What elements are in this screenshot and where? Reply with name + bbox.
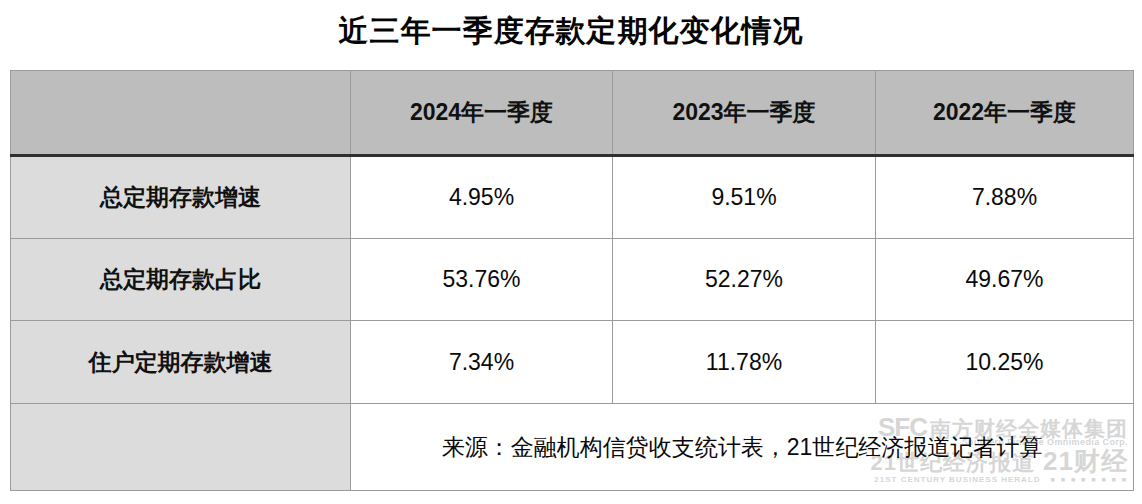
cell-value: 11.78% [613, 321, 876, 404]
column-header-2024: 2024年一季度 [351, 71, 613, 156]
table-row: 总定期存款占比 53.76% 52.27% 49.67% [11, 239, 1134, 321]
cell-value: 49.67% [876, 239, 1134, 321]
table-row: 住户定期存款增速 7.34% 11.78% 10.25% [11, 321, 1134, 404]
cell-value: 7.34% [351, 321, 613, 404]
source-text: 来源：金融机构信贷收支统计表，21世纪经济报道记者计算 [442, 434, 1043, 460]
column-header-2022: 2022年一季度 [876, 71, 1134, 156]
cell-value: 52.27% [613, 239, 876, 321]
watermark-brand-en: 21ST CENTURY BUSINESS HERALD [874, 475, 1040, 484]
page-title: 近三年一季度存款定期化变化情况 [0, 0, 1142, 70]
table-row: 总定期存款增速 4.95% 9.51% 7.88% [11, 156, 1134, 239]
cell-value: 7.88% [876, 156, 1134, 239]
column-header-2023: 2023年一季度 [613, 71, 876, 156]
deposit-term-table: 2024年一季度 2023年一季度 2022年一季度 总定期存款增速 4.95%… [10, 70, 1134, 491]
row-label-total-term-deposit-share: 总定期存款占比 [11, 239, 351, 321]
cell-value: 10.25% [876, 321, 1134, 404]
corner-cell [11, 71, 351, 156]
source-row-empty-cell [11, 404, 351, 491]
cell-value: 4.95% [351, 156, 613, 239]
table-source-row: 来源：金融机构信贷收支统计表，21世纪经济报道记者计算 SFC南方财经全媒体集团… [11, 404, 1134, 491]
deposit-term-infographic: 近三年一季度存款定期化变化情况 2024年一季度 2023年一季度 2022年一… [0, 0, 1142, 504]
cell-value: 53.76% [351, 239, 613, 321]
watermark-brand-21caijing: 21财经 [1043, 446, 1128, 476]
source-cell: 来源：金融机构信贷收支统计表，21世纪经济报道记者计算 SFC南方财经全媒体集团… [351, 404, 1134, 491]
row-label-total-term-deposit-growth: 总定期存款增速 [11, 156, 351, 239]
row-label-household-term-deposit-growth: 住户定期存款增速 [11, 321, 351, 404]
watermark-tagline-glyphs: ■ ■ ■ ■ ■ ■ ■ ■ [1051, 476, 1128, 483]
cell-value: 9.51% [613, 156, 876, 239]
table-header-row: 2024年一季度 2023年一季度 2022年一季度 [11, 71, 1134, 156]
watermark-brand-en-line: 21ST CENTURY BUSINESS HERALD ■ ■ ■ ■ ■ ■ … [871, 476, 1128, 484]
